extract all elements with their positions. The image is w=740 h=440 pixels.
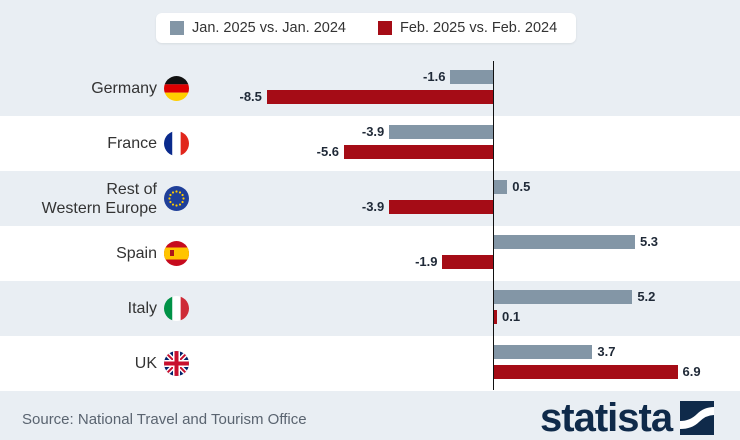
data-label-italy-jan: 5.2 <box>637 289 656 304</box>
data-label-france-feb: -5.6 <box>316 144 340 159</box>
category-label-italy: Italy <box>128 299 157 318</box>
row-band-france <box>0 116 740 171</box>
data-label-uk-feb: 6.9 <box>682 364 701 379</box>
category-label-line: Italy <box>127 300 157 317</box>
bar-rest-of-western-europe-feb <box>389 200 493 214</box>
legend-label-jan: Jan. 2025 vs. Jan. 2024 <box>192 20 346 36</box>
bar-uk-jan <box>494 345 593 359</box>
bar-germany-feb <box>266 90 493 104</box>
spain-flag-icon <box>164 241 189 266</box>
italy-flag-icon <box>164 296 189 321</box>
statista-logo-text: statista <box>540 396 673 440</box>
row-band-uk <box>0 336 740 391</box>
bar-rest-of-western-europe-jan <box>494 180 508 194</box>
data-label-uk-jan: 3.7 <box>597 344 616 359</box>
category-label-france: France <box>107 134 157 153</box>
chart-legend: Jan. 2025 vs. Jan. 2024 Feb. 2025 vs. Fe… <box>156 13 576 43</box>
category-label-line: Spain <box>116 245 157 262</box>
source-text: Source: National Travel and Tourism Offi… <box>22 411 307 428</box>
category-label-line: Germany <box>91 80 157 97</box>
legend-item-feb: Feb. 2025 vs. Feb. 2024 <box>378 20 557 36</box>
bar-uk-feb <box>494 365 678 379</box>
germany-flag-icon <box>164 76 189 101</box>
bar-germany-jan <box>450 70 493 84</box>
category-label-germany: Germany <box>91 79 157 98</box>
france-flag-icon <box>164 131 189 156</box>
bar-italy-jan <box>494 290 633 304</box>
category-label-line: France <box>107 135 157 152</box>
category-label-line: Western Europe <box>41 199 157 217</box>
category-label-line: Rest of <box>106 180 157 198</box>
data-label-france-jan: -3.9 <box>361 124 385 139</box>
legend-swatch-jan <box>170 21 184 35</box>
statista-logo: statista <box>540 396 715 440</box>
uk-flag-icon <box>164 351 189 376</box>
zero-axis-line <box>493 61 494 390</box>
data-label-spain-jan: 5.3 <box>639 234 659 249</box>
legend-swatch-feb <box>378 21 392 35</box>
statista-logo-icon <box>680 401 715 435</box>
category-label-rest-of-western-europe: Rest of Western Europe <box>42 180 157 218</box>
data-label-rest-of-western-europe-jan: 0.5 <box>512 179 531 194</box>
bar-france-jan <box>389 125 493 139</box>
bar-spain-feb <box>442 255 493 269</box>
eu-flag-icon <box>164 186 189 211</box>
data-label-italy-feb: 0.1 <box>502 309 521 324</box>
legend-label-feb: Feb. 2025 vs. Feb. 2024 <box>400 20 558 36</box>
category-label-line: UK <box>134 355 157 372</box>
bar-italy-feb <box>494 310 497 324</box>
bar-spain-jan <box>494 235 635 249</box>
data-label-spain-feb: -1.9 <box>415 254 438 269</box>
data-label-germany-jan: -1.6 <box>423 69 446 84</box>
data-label-rest-of-western-europe-feb: -3.9 <box>361 199 385 214</box>
bar-france-feb <box>344 145 493 159</box>
category-label-spain: Spain <box>116 244 157 263</box>
category-label-uk: UK <box>135 354 157 373</box>
legend-item-jan: Jan. 2025 vs. Jan. 2024 <box>170 20 346 36</box>
data-label-germany-feb: -8.5 <box>239 89 262 104</box>
